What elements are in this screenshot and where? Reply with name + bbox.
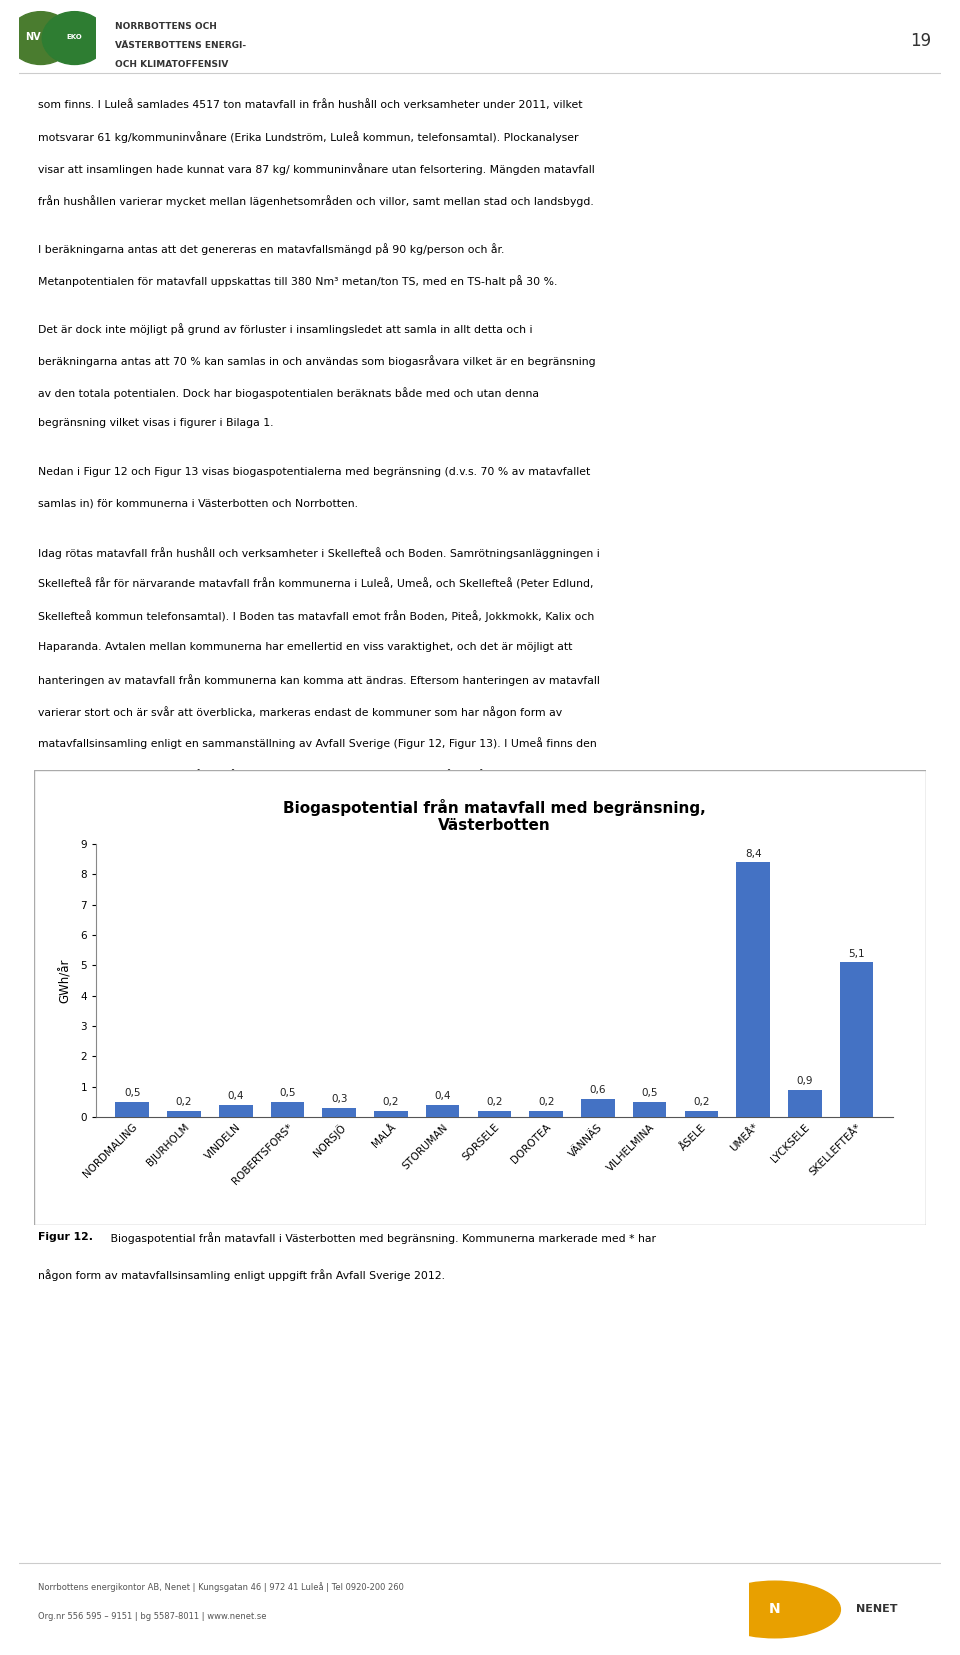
Text: 19: 19 xyxy=(910,33,931,50)
Text: NORRBOTTENS OCH: NORRBOTTENS OCH xyxy=(115,23,217,31)
Text: hanteringen av matavfall från kommunerna kan komma att ändras. Eftersom hanterin: hanteringen av matavfall från kommunerna… xyxy=(38,674,600,685)
Text: biogasanläggningen i Skellefteå.: biogasanläggningen i Skellefteå. xyxy=(38,832,216,844)
Text: Nedan i Figur 12 och Figur 13 visas biogaspotentialerna med begränsning (d.v.s. : Nedan i Figur 12 och Figur 13 visas biog… xyxy=(38,467,590,477)
Text: 0,5: 0,5 xyxy=(124,1089,140,1099)
Text: 0,2: 0,2 xyxy=(693,1097,709,1107)
Text: Idag rötas matavfall från hushåll och verksamheter i Skellefteå och Boden. Samrö: Idag rötas matavfall från hushåll och ve… xyxy=(38,546,600,559)
Text: Skellefteå får för närvarande matavfall från kommunerna i Luleå, Umeå, och Skell: Skellefteå får för närvarande matavfall … xyxy=(38,579,594,589)
Text: 0,2: 0,2 xyxy=(538,1097,554,1107)
Text: N: N xyxy=(769,1602,780,1617)
Text: Det är dock inte möjligt på grund av förluster i insamlingsledet att samla in al: Det är dock inte möjligt på grund av för… xyxy=(38,323,533,334)
Bar xyxy=(426,1106,460,1117)
Text: 0,2: 0,2 xyxy=(176,1097,192,1107)
Text: varierar stort och är svår att överblicka, markeras endast de kommuner som har n: varierar stort och är svår att överblick… xyxy=(38,705,563,718)
Text: av den totala potentialen. Dock har biogaspotentialen beräknats både med och uta: av den totala potentialen. Dock har biog… xyxy=(38,387,540,399)
Bar xyxy=(167,1111,201,1117)
Bar xyxy=(736,862,770,1117)
Text: samlas in) för kommunerna i Västerbotten och Norrbotten.: samlas in) för kommunerna i Västerbotten… xyxy=(38,498,358,508)
Text: 0,9: 0,9 xyxy=(797,1076,813,1086)
Bar xyxy=(684,1111,718,1117)
Bar xyxy=(477,1111,512,1117)
Circle shape xyxy=(9,12,73,65)
Text: Haparanda. Avtalen mellan kommunerna har emellertid en viss varaktighet, och det: Haparanda. Avtalen mellan kommunerna har… xyxy=(38,642,573,652)
Bar xyxy=(788,1089,822,1117)
Text: visar att insamlingen hade kunnat vara 87 kg/ kommuninvånare utan felsortering. : visar att insamlingen hade kunnat vara 8… xyxy=(38,162,595,175)
Text: motsvarar 61 kg/kommuninvånare (Erika Lundström, Luleå kommun, telefonsamtal). P: motsvarar 61 kg/kommuninvånare (Erika Lu… xyxy=(38,131,579,142)
Bar xyxy=(323,1109,356,1117)
Text: 0,2: 0,2 xyxy=(486,1097,503,1107)
Text: EKO: EKO xyxy=(66,33,83,40)
Bar xyxy=(633,1102,666,1117)
Y-axis label: GWh/år: GWh/år xyxy=(59,958,72,1003)
Text: Figur 12.: Figur 12. xyxy=(38,1231,93,1241)
Text: från hushållen varierar mycket mellan lägenhetsområden och villor, samt mellan s: från hushållen varierar mycket mellan lä… xyxy=(38,195,594,207)
Text: matavfallsinsamling enligt en sammanställning av Avfall Sverige (Figur 12, Figur: matavfallsinsamling enligt en sammanstäl… xyxy=(38,738,597,750)
FancyBboxPatch shape xyxy=(34,770,926,1225)
Text: NENET: NENET xyxy=(856,1604,898,1615)
Text: OCH KLIMATOFFENSIV: OCH KLIMATOFFENSIV xyxy=(115,60,228,70)
Text: 0,6: 0,6 xyxy=(589,1086,606,1096)
Text: VÄSTERBOTTENS ENERGI-: VÄSTERBOTTENS ENERGI- xyxy=(115,41,247,50)
Bar xyxy=(115,1102,149,1117)
Bar xyxy=(581,1099,614,1117)
Text: Org.nr 556 595 – 9151 | bg 5587-8011 | www.nenet.se: Org.nr 556 595 – 9151 | bg 5587-8011 | w… xyxy=(38,1612,267,1620)
Text: Norrbottens energikontor AB, Nenet | Kungsgatan 46 | 972 41 Luleå | Tel 0920-200: Norrbottens energikontor AB, Nenet | Kun… xyxy=(38,1582,404,1592)
Text: 0,3: 0,3 xyxy=(331,1094,348,1104)
Text: någon form av matavfallsinsamling enligt uppgift från Avfall Sverige 2012.: någon form av matavfallsinsamling enligt… xyxy=(38,1269,445,1281)
Text: begränsning vilket visas i figurer i Bilaga 1.: begränsning vilket visas i figurer i Bil… xyxy=(38,419,274,429)
Text: beräkningarna antas att 70 % kan samlas in och användas som biogasråvara vilket : beräkningarna antas att 70 % kan samlas … xyxy=(38,354,596,367)
Bar xyxy=(271,1102,304,1117)
Text: 0,4: 0,4 xyxy=(435,1091,451,1101)
Text: från hushåll (Bengt Ivan Lindgren, UMEVA). 2011 samlades 2100 ton matavfall in, : från hushåll (Bengt Ivan Lindgren, UMEVA… xyxy=(38,801,581,813)
Circle shape xyxy=(709,1581,840,1638)
Text: 0,4: 0,4 xyxy=(228,1091,244,1101)
Text: som finns. I Luleå samlades 4517 ton matavfall in från hushåll och verksamheter : som finns. I Luleå samlades 4517 ton mat… xyxy=(38,99,583,111)
Bar xyxy=(840,963,874,1117)
Text: 8,4: 8,4 xyxy=(745,849,761,859)
Text: 0,2: 0,2 xyxy=(383,1097,399,1107)
Text: 0,5: 0,5 xyxy=(641,1089,658,1099)
Text: Metanpotentialen för matavfall uppskattas till 380 Nm³ metan/ton TS, med en TS-h: Metanpotentialen för matavfall uppskatta… xyxy=(38,275,558,286)
Bar xyxy=(374,1111,408,1117)
Bar xyxy=(219,1106,252,1117)
Bar xyxy=(529,1111,563,1117)
Title: Biogaspotential från matavfall med begränsning,
Västerbotten: Biogaspotential från matavfall med begrä… xyxy=(283,799,706,832)
Text: 5,1: 5,1 xyxy=(849,948,865,958)
Text: 0,5: 0,5 xyxy=(279,1089,296,1099)
Text: Skellefteå kommun telefonsamtal). I Boden tas matavfall emot från Boden, Piteå, : Skellefteå kommun telefonsamtal). I Bode… xyxy=(38,611,594,622)
Text: NV: NV xyxy=(25,31,41,41)
Text: största potentialen, och de håller på att utöka sin insamling av matavfall både : största potentialen, och de håller på at… xyxy=(38,770,598,781)
Text: Biogaspotential från matavfall i Västerbotten med begränsning. Kommunerna marker: Biogaspotential från matavfall i Västerb… xyxy=(108,1231,656,1243)
Text: I beräkningarna antas att det genereras en matavfallsmängd på 90 kg/person och å: I beräkningarna antas att det genereras … xyxy=(38,243,505,255)
Circle shape xyxy=(42,12,107,65)
